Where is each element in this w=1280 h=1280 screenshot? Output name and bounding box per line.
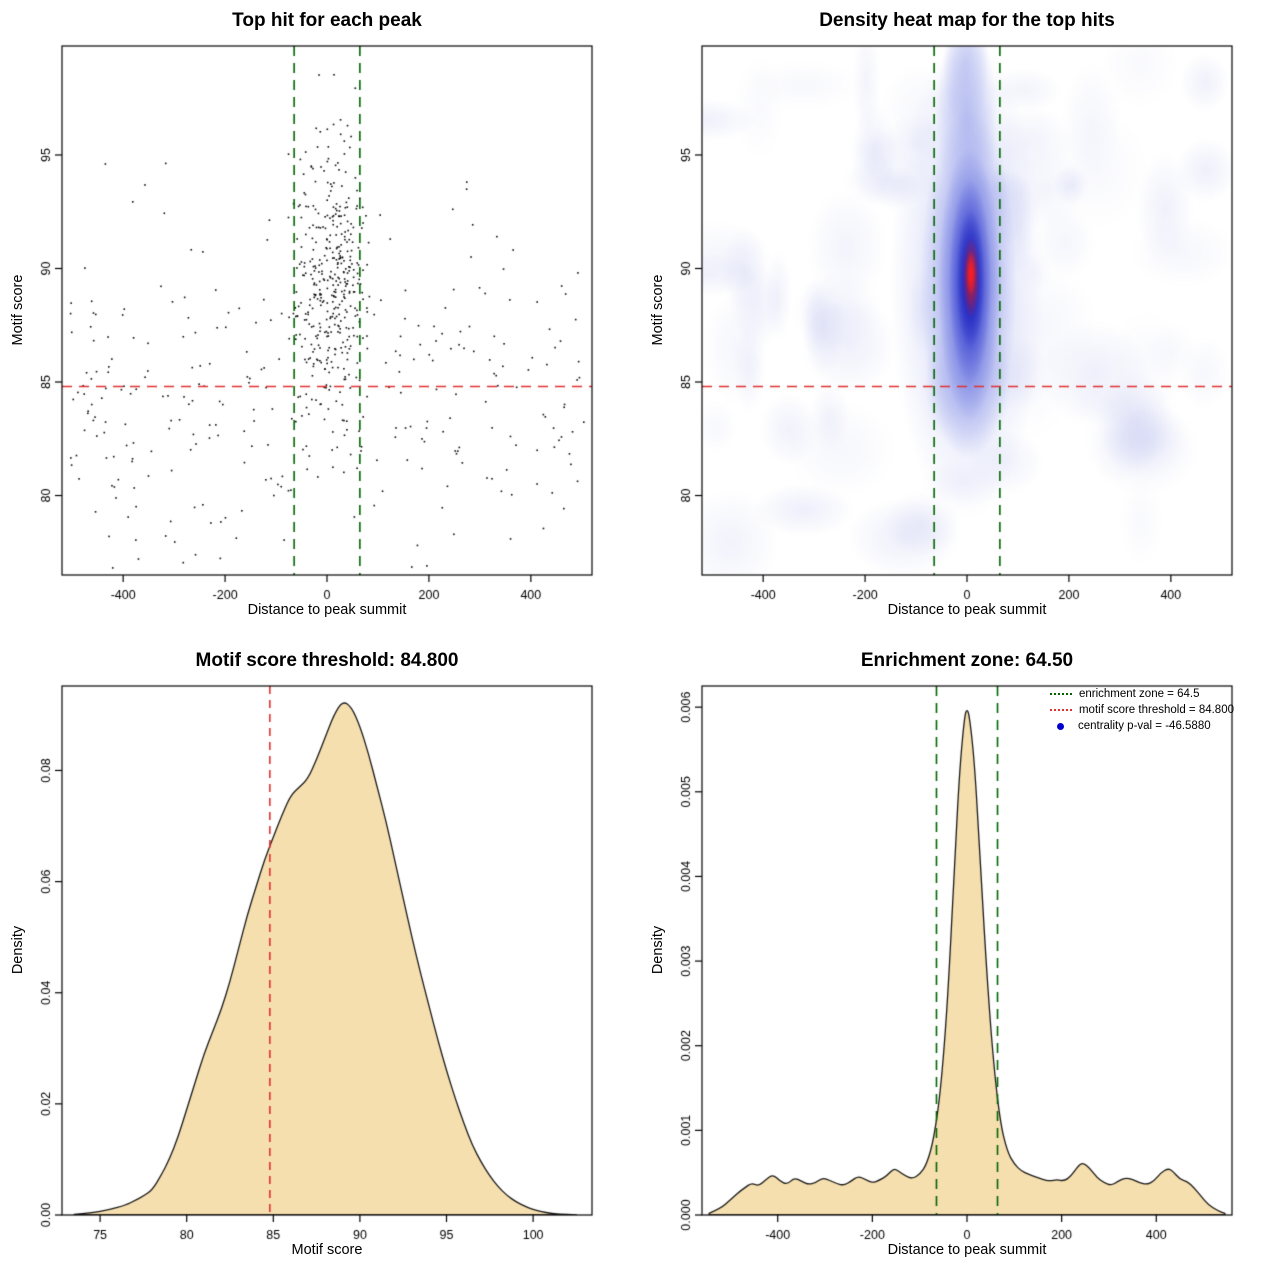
y-axis-label: Density (650, 925, 666, 975)
legend-label: centrality p-val = -46.5880 (1077, 720, 1211, 732)
y-axis-label: Motif score (650, 274, 666, 346)
motif-density-canvas (0, 640, 640, 1280)
panel-distance-density: Enrichment zone: 64.50 Distance to peak … (640, 640, 1280, 1280)
distance-density-canvas (640, 640, 1280, 1280)
scatter-plot-canvas (0, 0, 640, 640)
legend-line-marker (1049, 693, 1072, 695)
x-axis-label: Distance to peak summit (887, 1242, 1047, 1258)
y-axis-label: Motif score (10, 274, 26, 346)
legend-line-marker (1049, 709, 1072, 711)
legend-item: motif score threshold = 84.800 (1049, 704, 1234, 716)
panel-title: Density heat map for the top hits (819, 10, 1115, 31)
panel-motif-score-density: Motif score threshold: 84.800 Motif scor… (0, 640, 640, 1280)
legend-label: motif score threshold = 84.800 (1078, 704, 1234, 716)
panel-title: Top hit for each peak (232, 10, 422, 31)
legend-item: enrichment zone = 64.5 (1049, 688, 1234, 700)
heatmap-canvas (640, 0, 1280, 640)
panel-title: Enrichment zone: 64.50 (860, 650, 1074, 671)
legend-dot-marker (1056, 722, 1064, 730)
panel-title: Motif score threshold: 84.800 (195, 650, 459, 671)
legend-item: centrality p-val = -46.5880 (1050, 720, 1234, 732)
panel-scatter-top-hits: Top hit for each peak Distance to peak s… (0, 0, 640, 640)
legend-label: enrichment zone = 64.5 (1078, 688, 1200, 700)
panel-density-heatmap: Density heat map for the top hits Distan… (640, 0, 1280, 640)
x-axis-label: Motif score (291, 1242, 363, 1258)
x-axis-label: Distance to peak summit (887, 602, 1047, 618)
y-axis-label: Density (10, 925, 26, 975)
x-axis-label: Distance to peak summit (247, 602, 407, 618)
legend-box: enrichment zone = 64.5 motif score thresh… (1049, 688, 1234, 736)
